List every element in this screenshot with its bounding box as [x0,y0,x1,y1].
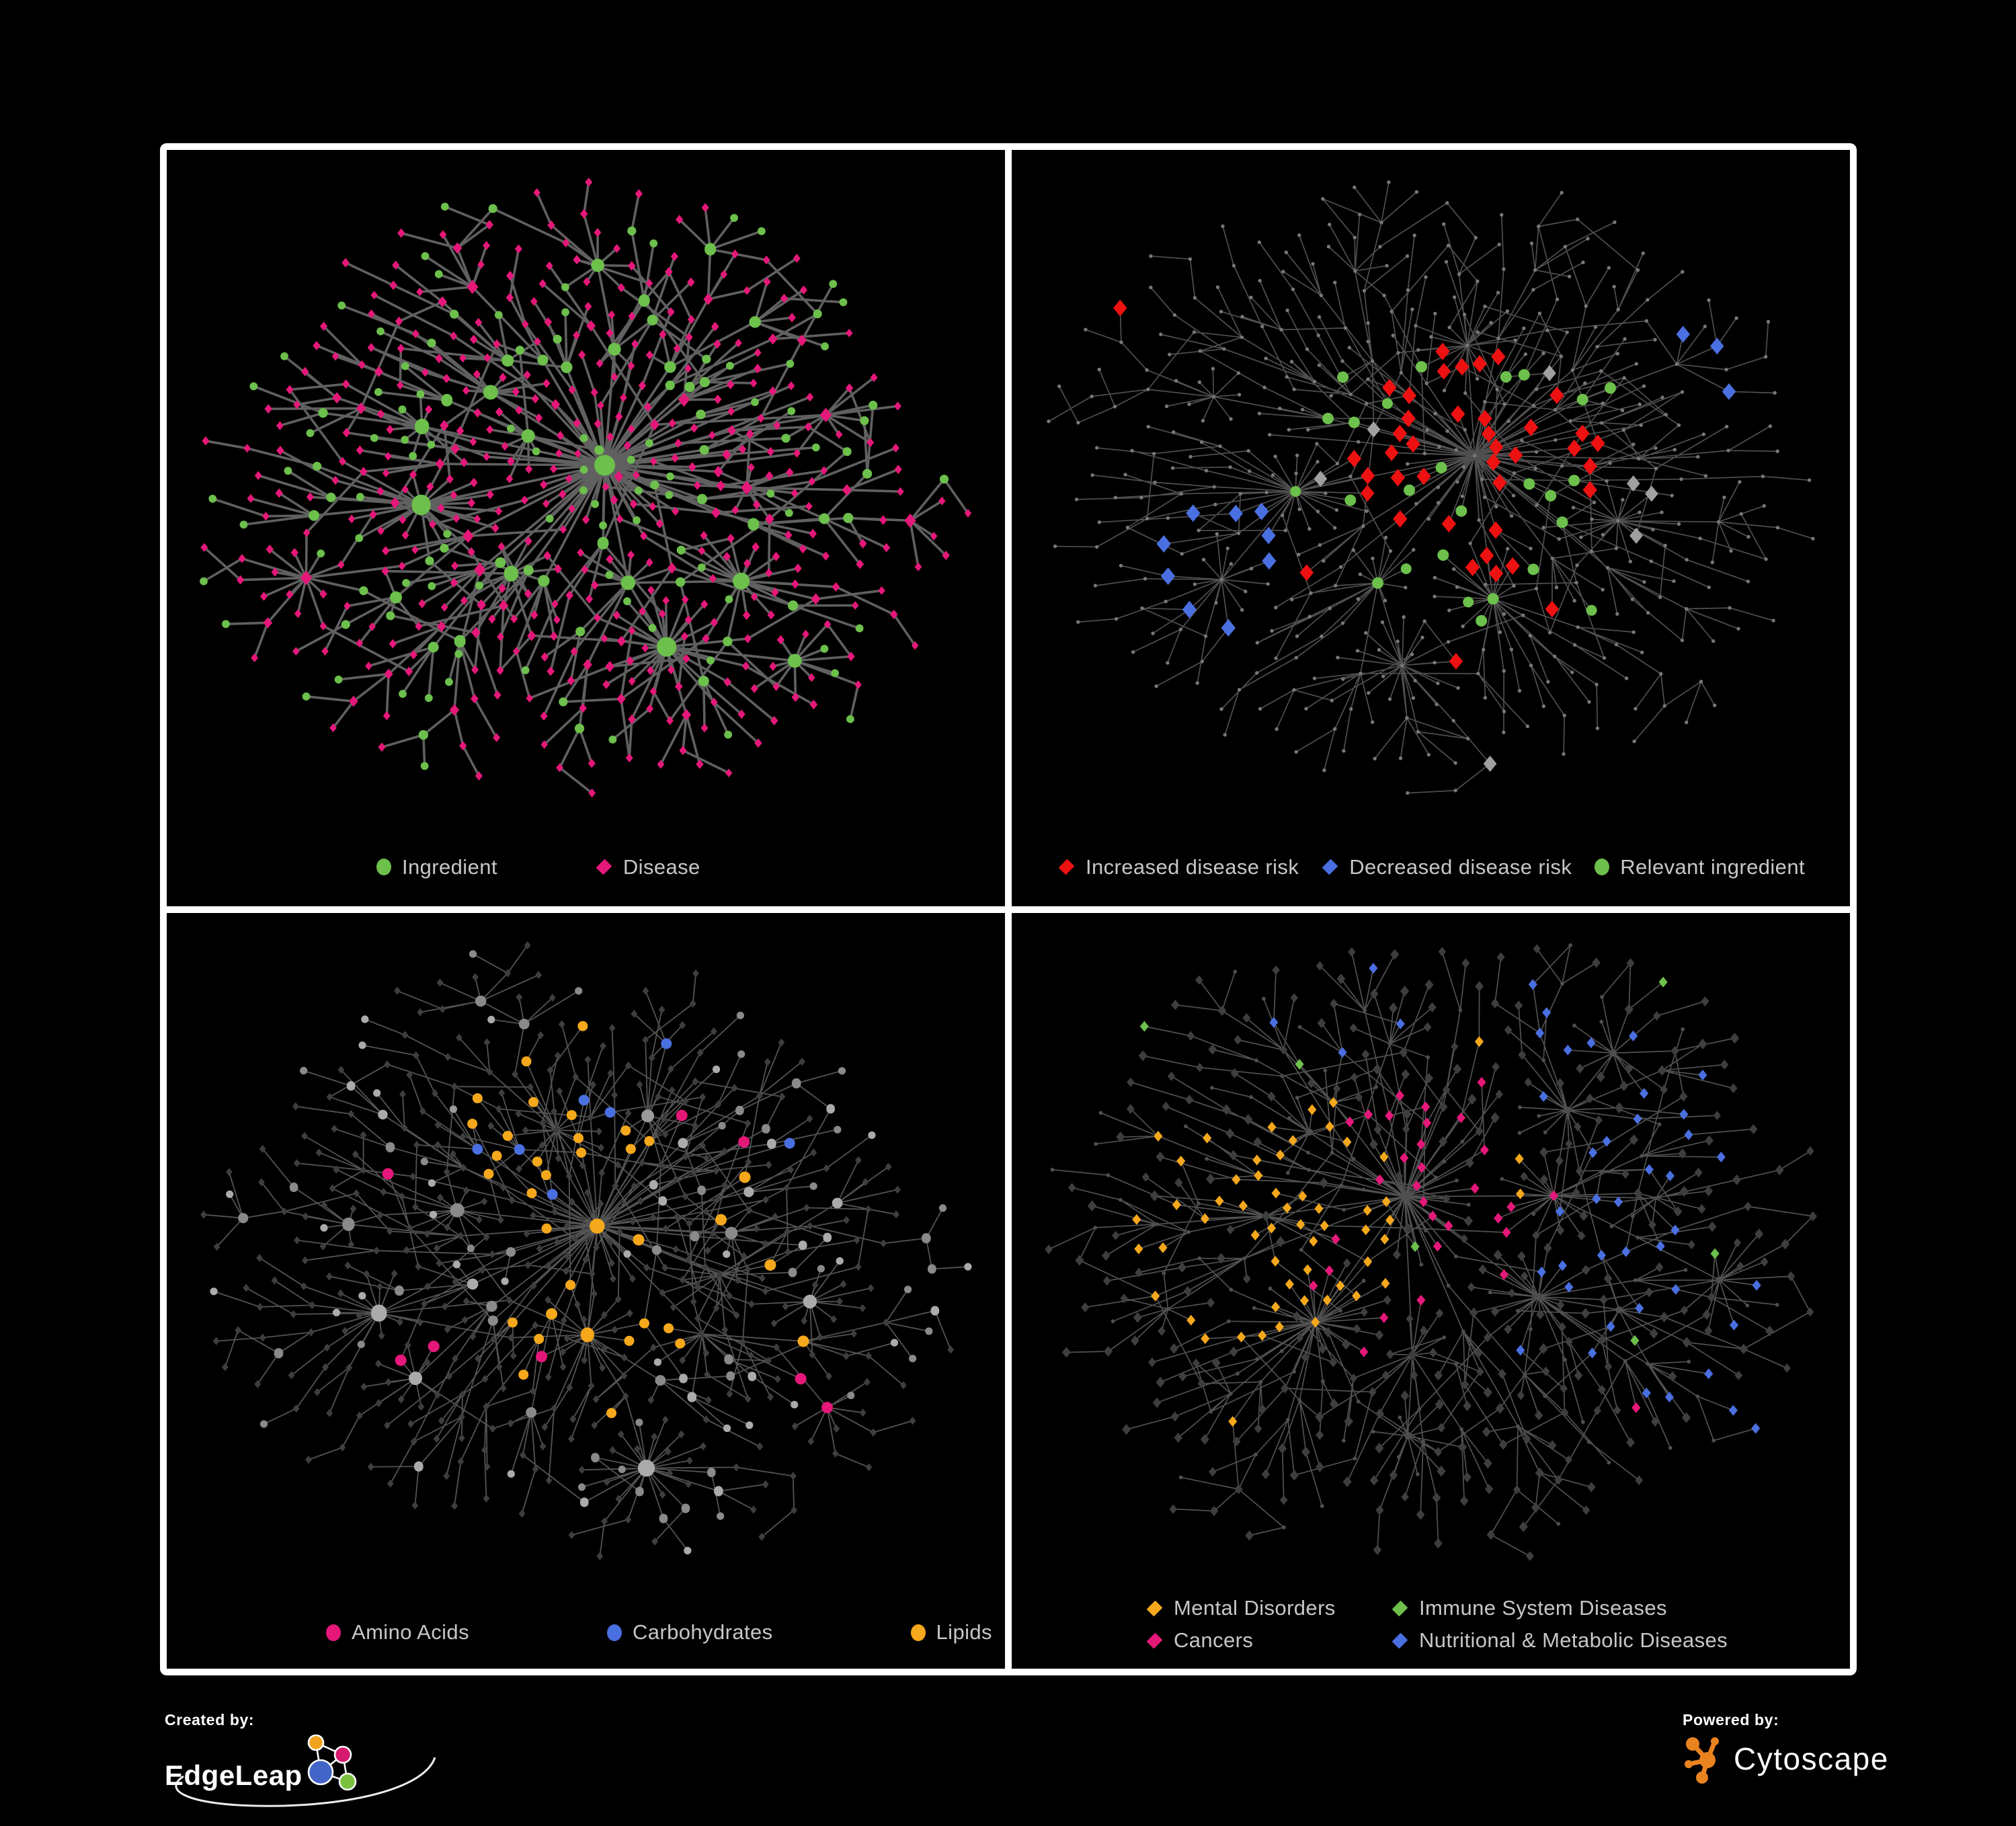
created-by-block: Created by: EdgeLeap [165,1711,436,1807]
legend-item-increased-disease-risk: Increased disease risk [1058,855,1299,879]
ingredient-disease-network-graph [200,177,972,798]
diamond-legend-marker [1392,1600,1408,1616]
panel-ingredient-disease: Ingredient Disease [167,150,1005,906]
disease-risk-network-graph [1047,180,1815,795]
edgeleap-node-blue [307,1759,334,1786]
legend-item-ingredient: Ingredient [376,855,497,879]
cytoscape-logo-icon [1685,1737,1719,1784]
circle-legend-marker [606,1624,622,1641]
legend-label: Decreased disease risk [1349,855,1572,879]
powered-by-block: Powered by: Cytoscape [1683,1711,1889,1784]
legend-item-amino-acids: Amino Acids [326,1620,469,1644]
legend-label: Immune System Diseases [1419,1596,1667,1620]
edgeleap-node-green [338,1772,357,1791]
edgeleap-logo-icon [307,1735,357,1791]
panel-disease-risk: Increased disease risk Decreased disease … [1012,150,1850,906]
circle-legend-marker [376,859,391,875]
powered-by-label: Powered by: [1683,1711,1779,1729]
cytoscape-logo: Cytoscape [1683,1733,1889,1784]
legend-label: Carbohydrates [632,1620,773,1644]
legend-item-nutritional-metabolic-diseases: Nutritional & Metabolic Diseases [1392,1628,1728,1653]
legend-item-decreased-disease-risk: Decreased disease risk [1322,855,1572,879]
legend-label: Disease [622,855,700,879]
diamond-legend-marker [1058,859,1075,875]
legend-item-relevant-ingredient: Relevant ingredient [1595,855,1805,879]
cytoscape-logo-text: Cytoscape [1734,1741,1889,1776]
edgeleap-logo: EdgeLeap [165,1735,436,1807]
panel-nutrient-classes: Amino Acids Carbohydrates Lipids [167,912,1005,1669]
diamond-legend-marker [1146,1600,1163,1616]
legend-label: Mental Disorders [1174,1596,1336,1620]
legend-label: Nutritional & Metabolic Diseases [1419,1628,1728,1652]
legend-label: Increased disease risk [1086,855,1299,879]
nutrient-classes-network-graph [200,941,972,1560]
legend-label: Ingredient [402,855,497,879]
circle-legend-marker [910,1624,926,1641]
edgeleap-logo-text: EdgeLeap [165,1759,303,1791]
circle-legend-marker [326,1624,341,1641]
legend-item-cancers: Cancers [1146,1628,1392,1653]
legend-nutrient-classes: Amino Acids Carbohydrates Lipids [326,1620,992,1644]
diamond-legend-marker [1146,1632,1163,1649]
legend-item-carbohydrates: Carbohydrates [606,1620,773,1644]
diamond-legend-marker [1322,859,1338,875]
legend-label: Lipids [936,1620,992,1644]
disease-categories-network-graph [1045,943,1818,1561]
diamond-legend-marker [1392,1632,1408,1649]
legend-item-lipids: Lipids [910,1620,992,1644]
legend-item-mental-disorders: Mental Disorders [1146,1596,1392,1620]
panel-disease-categories: Mental Disorders Immune System Diseases Ca… [1012,912,1850,1669]
legend-item-immune-system-diseases: Immune System Diseases [1392,1596,1728,1620]
legend-label: Cancers [1174,1628,1254,1652]
legend-label: Relevant ingredient [1620,855,1805,879]
legend-disease-categories: Mental Disorders Immune System Diseases Ca… [1146,1596,1728,1653]
edgeleap-node-pink [333,1745,352,1764]
legend-ingredient-disease: Ingredient Disease [376,855,700,879]
figure-panel-grid: Ingredient Disease Increased disease risk… [160,143,1857,1675]
circle-legend-marker [1595,859,1610,875]
created-by-label: Created by: [165,1711,255,1729]
legend-item-disease: Disease [596,855,700,879]
edgeleap-node-orange [307,1735,325,1751]
legend-disease-risk: Increased disease risk Decreased disease … [1058,855,1805,879]
legend-label: Amino Acids [352,1620,469,1644]
diamond-legend-marker [596,859,612,875]
